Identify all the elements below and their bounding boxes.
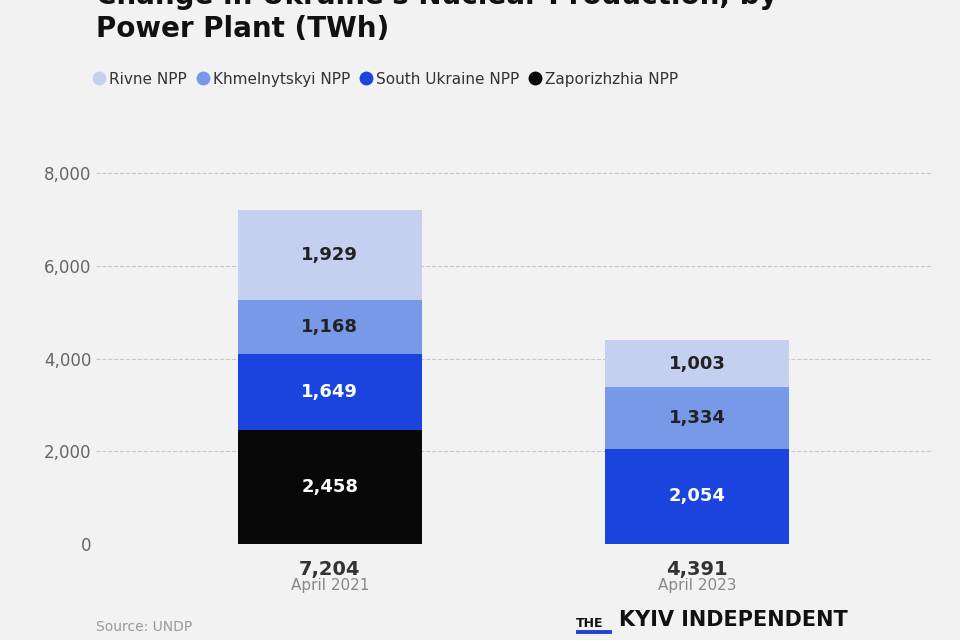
Text: April 2023: April 2023 (659, 579, 736, 593)
Text: 1,649: 1,649 (301, 383, 358, 401)
Text: 2,458: 2,458 (301, 478, 358, 496)
Bar (238, 354, 421, 430)
Text: 1,334: 1,334 (669, 409, 726, 427)
Text: Source: UNDP: Source: UNDP (96, 620, 192, 634)
Bar (238, 430, 421, 544)
Text: 7,204: 7,204 (300, 560, 361, 579)
Text: Change in Ukraine's Nuclear Production, by
Power Plant (TWh): Change in Ukraine's Nuclear Production, … (96, 0, 778, 43)
Text: THE: THE (576, 618, 604, 630)
Text: 1,929: 1,929 (301, 246, 358, 264)
Bar (238, 300, 421, 354)
Text: KYIV INDEPENDENT: KYIV INDEPENDENT (619, 611, 848, 630)
Bar (606, 387, 789, 449)
Bar (238, 210, 421, 300)
Text: 1,003: 1,003 (669, 355, 726, 372)
Text: April 2021: April 2021 (291, 579, 369, 593)
Legend: Rivne NPP, Khmelnytskyi NPP, South Ukraine NPP, Zaporizhzhia NPP: Rivne NPP, Khmelnytskyi NPP, South Ukrai… (95, 72, 679, 87)
Text: 4,391: 4,391 (666, 560, 728, 579)
Text: 1,168: 1,168 (301, 317, 358, 335)
Text: 2,054: 2,054 (669, 488, 726, 506)
Bar (606, 449, 789, 544)
Bar (606, 340, 789, 387)
